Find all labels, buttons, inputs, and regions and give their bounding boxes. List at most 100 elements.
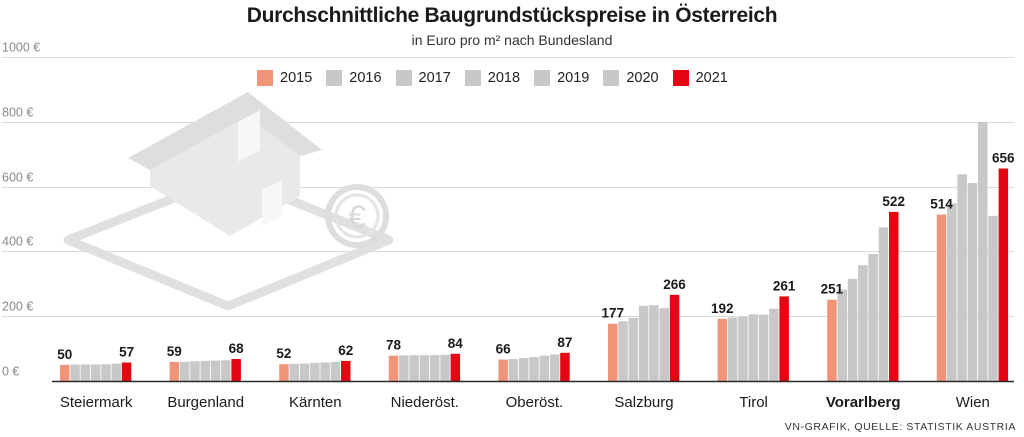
bar-Vorarlberg-2016 [837, 289, 847, 381]
data-label: 57 [119, 345, 134, 360]
data-label: 68 [229, 341, 245, 356]
bar-Kärnten-2021 [341, 360, 351, 381]
category-label: Kärnten [289, 394, 342, 411]
data-label: 66 [496, 342, 512, 357]
bar-Burgenland-2017 [190, 361, 200, 381]
bar-Vorarlberg-2021 [889, 211, 899, 381]
data-label: 192 [711, 301, 734, 316]
bar-Burgenland-2016 [179, 361, 190, 381]
bar-Oberöst.-2021 [560, 352, 570, 381]
bar-Burgenland-2018 [200, 360, 210, 381]
bar-Steiermark-2017 [80, 364, 91, 381]
bar-Oberöst.-2015 [498, 359, 508, 381]
data-label: 522 [882, 194, 905, 209]
bar-Steiermark-2016 [70, 364, 80, 381]
y-tick-label: 200 € [2, 300, 33, 314]
legend-label: 2017 [418, 70, 451, 86]
bar-Niederöst.-2020 [440, 354, 450, 381]
bar-Wien-2017 [957, 174, 967, 381]
data-label: 50 [57, 347, 72, 362]
chart-title: Durchschnittliche Baugrundstückspreise i… [246, 4, 778, 27]
bar-Vorarlberg-2019 [868, 254, 878, 381]
data-label: 62 [338, 343, 353, 358]
legend-item-2019: 2019 [534, 70, 589, 86]
bar-Niederöst.-2019 [430, 355, 440, 381]
y-tick-label: 1000 € [2, 41, 40, 55]
bar-Salzburg-2016 [618, 321, 628, 381]
legend-label: 2020 [626, 70, 659, 86]
bar-Wien-2020 [988, 215, 998, 381]
bar-Kärnten-2015 [279, 364, 289, 381]
svg-text:€: € [348, 199, 366, 235]
legend-item-2017: 2017 [395, 70, 451, 86]
data-label: 59 [167, 344, 182, 359]
bar-Oberöst.-2018 [529, 357, 539, 381]
source-note: VN-GRAFIK, QUELLE: STATISTIK AUSTRIA [784, 421, 1016, 433]
bar-Niederöst.-2018 [419, 355, 430, 381]
bar-Salzburg-2017 [628, 317, 639, 381]
legend-swatch [603, 70, 620, 86]
bar-Tirol-2019 [758, 314, 769, 381]
bar-Wien-2021 [998, 168, 1009, 381]
bar-Niederöst.-2021 [450, 353, 461, 381]
chart-subtitle: in Euro pro m² nach Bundesland [411, 32, 613, 48]
data-label: 514 [930, 197, 953, 212]
euro-coin-icon: € [325, 184, 389, 248]
bar-Burgenland-2020 [221, 360, 231, 381]
bar-Oberöst.-2017 [519, 358, 529, 381]
bar-Salzburg-2019 [649, 305, 659, 381]
bar-Steiermark-2018 [90, 364, 101, 381]
bar-Tirol-2018 [748, 314, 758, 381]
bar-Vorarlberg-2015 [827, 299, 837, 381]
bar-Tirol-2015 [717, 318, 728, 381]
bar-Vorarlberg-2020 [878, 227, 889, 381]
y-tick-label: 400 € [2, 235, 33, 249]
legend-swatch [395, 70, 412, 86]
legend-label: 2016 [349, 70, 382, 86]
data-label: 84 [448, 336, 464, 351]
legend-label: 2021 [695, 70, 728, 86]
legend: 2015 2016 2017 2018 2019 2020 2021 [257, 67, 742, 89]
y-tick-label: 800 € [2, 106, 33, 120]
bar-Kärnten-2017 [299, 363, 310, 381]
category-label: Tirol [739, 394, 768, 411]
bar-Kärnten-2019 [320, 362, 330, 381]
bars [60, 121, 1009, 382]
data-label: 266 [663, 277, 686, 292]
bar-Niederöst.-2017 [409, 355, 419, 381]
data-label: 261 [773, 278, 796, 293]
legend-item-2018: 2018 [464, 70, 520, 86]
bar-Niederöst.-2016 [399, 355, 409, 381]
data-label: 251 [821, 282, 844, 297]
legend-swatch [534, 70, 551, 86]
bar-Salzburg-2020 [659, 308, 669, 381]
bar-Salzburg-2021 [669, 294, 680, 381]
bar-Kärnten-2016 [289, 363, 299, 381]
bar-Niederöst.-2015 [388, 355, 399, 381]
legend-swatch [672, 70, 689, 86]
category-label: Vorarlberg [826, 394, 901, 411]
category-label: Salzburg [614, 394, 673, 411]
legend-swatch [326, 70, 343, 86]
bar-Wien-2016 [947, 203, 957, 381]
bar-Oberöst.-2019 [539, 355, 550, 381]
bar-Vorarlberg-2017 [847, 278, 858, 381]
bar-Tirol-2017 [738, 316, 748, 381]
category-label: Oberöst. [506, 394, 564, 411]
bar-Kärnten-2020 [330, 361, 341, 381]
bar-Steiermark-2019 [101, 364, 111, 381]
bar-Steiermark-2020 [111, 363, 121, 381]
legend-item-2016: 2016 [326, 70, 382, 86]
bar-Wien-2015 [936, 214, 947, 381]
bar-Burgenland-2021 [231, 359, 241, 381]
bar-Salzburg-2018 [638, 305, 649, 381]
y-tick-label: 600 € [2, 171, 33, 185]
bar-Vorarlberg-2018 [858, 265, 868, 381]
bar-Steiermark-2021 [121, 362, 132, 381]
bar-Steiermark-2015 [60, 364, 70, 381]
data-label: 52 [276, 346, 291, 361]
data-label: 177 [602, 306, 625, 321]
bar-Tirol-2021 [779, 296, 789, 381]
house-illustration [63, 92, 394, 311]
legend-swatch [464, 70, 481, 86]
